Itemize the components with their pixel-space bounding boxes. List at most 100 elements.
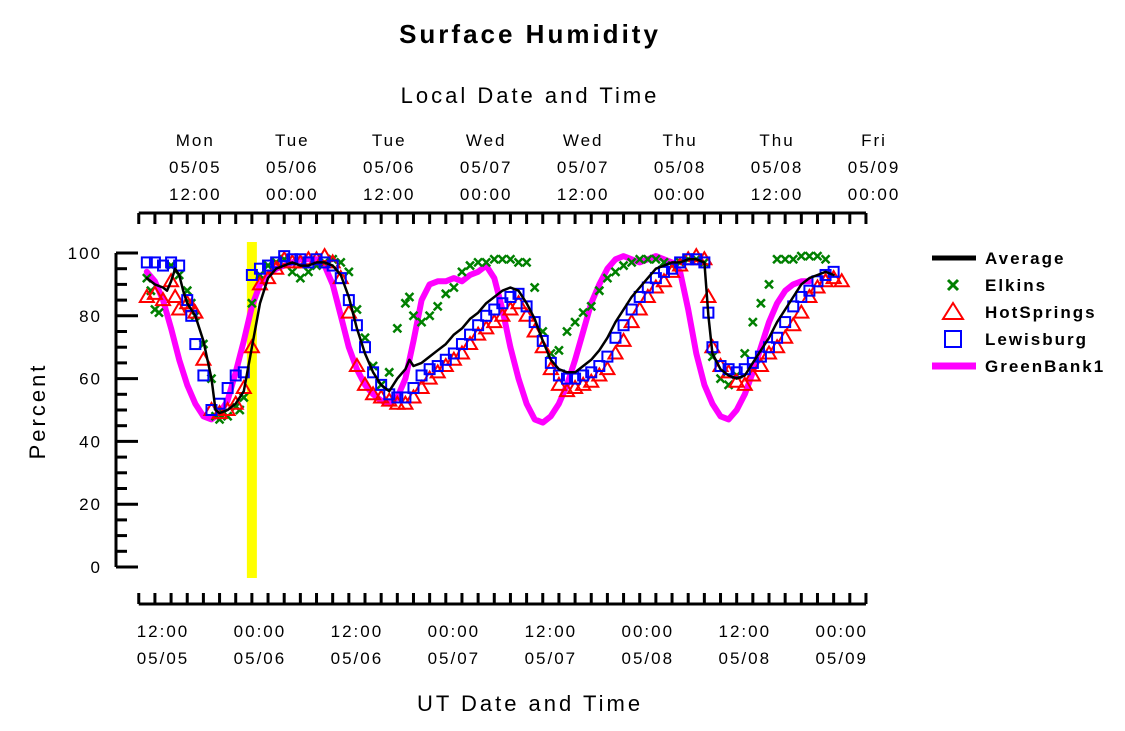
elkins-point bbox=[554, 345, 564, 356]
elkins-point bbox=[384, 367, 395, 378]
lewisburg-point bbox=[488, 303, 501, 316]
elkins-point bbox=[812, 251, 823, 262]
lewisburg-point bbox=[310, 253, 323, 266]
top-tick-date: 05/06 bbox=[363, 158, 416, 177]
top-tick-date: 05/08 bbox=[751, 158, 804, 177]
elkins-point bbox=[513, 257, 524, 268]
elkins-point bbox=[473, 257, 484, 268]
legend-label: GreenBank1 bbox=[985, 357, 1105, 376]
lewisburg-point bbox=[625, 303, 638, 316]
elkins-point bbox=[626, 257, 637, 268]
chart-title: Surface Humidity bbox=[399, 19, 661, 49]
bottom-tick-time: 00:00 bbox=[234, 622, 287, 641]
elkins-point bbox=[602, 273, 613, 284]
bottom-tick-date: 05/07 bbox=[428, 649, 481, 668]
hotsprings-point bbox=[348, 357, 366, 373]
y-tick-label: 0 bbox=[91, 558, 102, 577]
elkins-point bbox=[739, 348, 750, 359]
top-tick-day: Wed bbox=[466, 131, 507, 150]
bottom-tick-date: 05/09 bbox=[815, 649, 868, 668]
elkins-point bbox=[634, 254, 645, 265]
lewisburg-point bbox=[197, 369, 210, 382]
elkins-point bbox=[780, 254, 791, 265]
elkins-point bbox=[457, 266, 467, 277]
legend-label: Elkins bbox=[985, 276, 1047, 295]
lewisburg-point bbox=[157, 259, 169, 272]
hotsprings-point bbox=[614, 331, 633, 347]
lewisburg-point bbox=[173, 259, 186, 272]
y-axis-title: Percent bbox=[25, 363, 50, 460]
hotsprings-point bbox=[154, 291, 172, 307]
top-tick-day: Thu bbox=[662, 131, 697, 150]
hotsprings-point bbox=[784, 316, 802, 332]
legend-label: Lewisburg bbox=[985, 330, 1088, 349]
axes: 12:00 05/05 00:00 05/06 12:00 05/06 00:00 05/07… bbox=[68, 131, 899, 668]
elkins-point bbox=[303, 266, 314, 277]
highlight-band bbox=[246, 242, 257, 578]
elkins-point bbox=[562, 326, 572, 337]
legend: Average Elkins HotSprings Lewisburg GreenBan… bbox=[932, 249, 1105, 376]
lewisburg-point bbox=[649, 272, 662, 285]
lewisburg-point bbox=[577, 369, 590, 382]
average-line bbox=[145, 258, 835, 415]
elkins-point bbox=[642, 254, 653, 265]
bottom-tick-time: 12:00 bbox=[718, 622, 771, 641]
elkins-point bbox=[287, 266, 298, 277]
hotsprings-point bbox=[364, 385, 382, 401]
lewisburg-point bbox=[746, 356, 759, 369]
lewisburg-point bbox=[447, 347, 460, 360]
elkins-point bbox=[408, 310, 419, 321]
hotsprings-point bbox=[166, 287, 184, 303]
elkins-point bbox=[489, 254, 500, 265]
top-tick-time: 12:00 bbox=[557, 185, 610, 204]
top-tick-day: Fri bbox=[861, 131, 887, 150]
y-tick-label: 60 bbox=[79, 370, 102, 389]
elkins-point bbox=[432, 301, 443, 312]
lewisburg-point bbox=[633, 290, 646, 303]
bottom-tick-time: 00:00 bbox=[428, 622, 481, 641]
lewisburg-point bbox=[601, 350, 614, 363]
elkins-point bbox=[594, 285, 605, 296]
bottom-tick-time: 00:00 bbox=[622, 622, 675, 641]
top-tick-time: 00:00 bbox=[654, 185, 707, 204]
elkins-point bbox=[154, 307, 164, 318]
legend-swatch bbox=[946, 278, 960, 292]
elkins-point bbox=[747, 317, 758, 327]
elkins-point bbox=[570, 317, 580, 327]
top-tick-time: 12:00 bbox=[751, 185, 804, 204]
y-tick-label: 100 bbox=[68, 244, 102, 263]
lewisburg-point bbox=[480, 309, 493, 322]
bottom-tick-date: 05/06 bbox=[331, 649, 384, 668]
series-greenbank1 bbox=[143, 253, 813, 426]
lewisburg-point bbox=[714, 360, 727, 373]
lewisburg-point bbox=[593, 360, 606, 373]
top-tick-day: Tue bbox=[275, 131, 310, 150]
lewisburg-point bbox=[245, 268, 258, 281]
legend-label: Average bbox=[985, 249, 1065, 268]
top-tick-time: 12:00 bbox=[169, 185, 222, 204]
top-tick-day: Tue bbox=[372, 131, 407, 150]
top-tick-day: Thu bbox=[759, 131, 794, 150]
lewisburg-point bbox=[326, 259, 339, 272]
bottom-tick-time: 12:00 bbox=[525, 622, 578, 641]
lewisburg-point bbox=[278, 250, 291, 263]
bottom-tick-date: 05/05 bbox=[137, 649, 190, 668]
lewisburg-point bbox=[504, 290, 517, 303]
lewisburg-point bbox=[779, 316, 792, 329]
elkins-point bbox=[400, 298, 411, 309]
elkins-point bbox=[578, 307, 589, 318]
lewisburg-point bbox=[455, 338, 468, 351]
lewisburg-point bbox=[221, 382, 234, 395]
elkins-point bbox=[804, 251, 815, 262]
top-tick-date: 05/07 bbox=[557, 158, 610, 177]
hotsprings-point bbox=[356, 375, 374, 391]
lewisburg-point bbox=[189, 338, 202, 351]
bottom-tick-date: 05/08 bbox=[622, 649, 675, 668]
bottom-tick-time: 12:00 bbox=[331, 622, 384, 641]
elkins-point bbox=[650, 254, 661, 265]
bottom-tick-date: 05/06 bbox=[234, 649, 287, 668]
elkins-point bbox=[796, 251, 807, 262]
lewisburg-point bbox=[237, 366, 250, 379]
elkins-point bbox=[586, 301, 597, 312]
